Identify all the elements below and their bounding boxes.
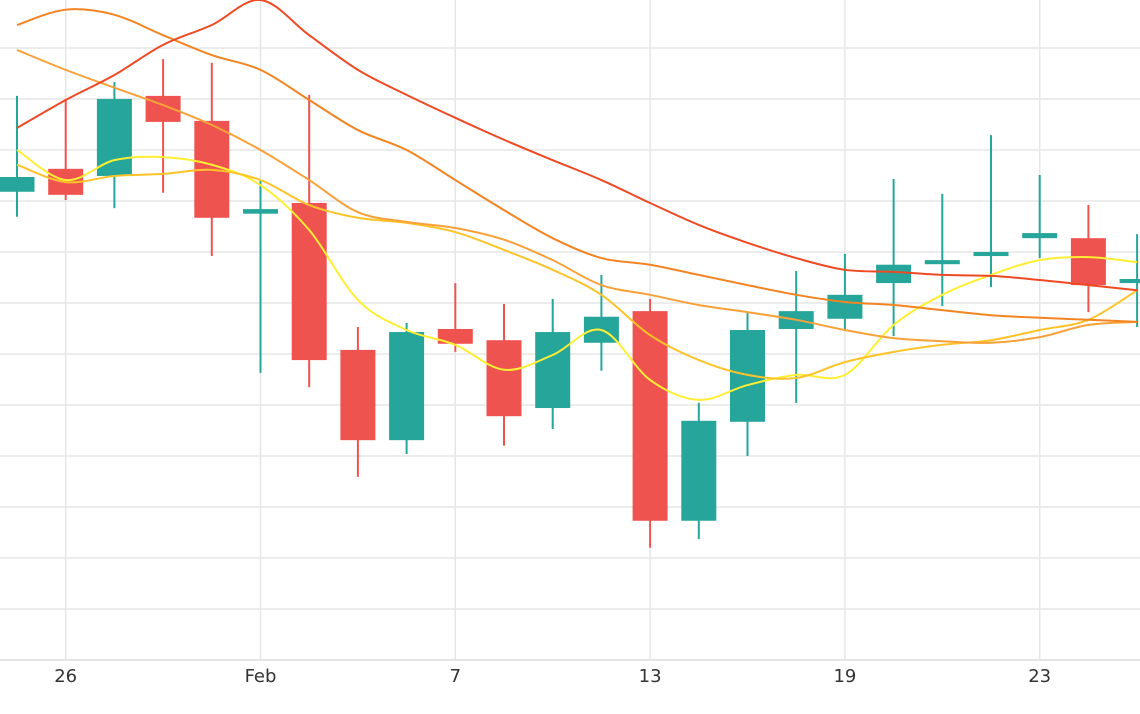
x-tick-label: 7 bbox=[450, 666, 461, 687]
candle-body bbox=[924, 260, 960, 265]
x-tick-label: 19 bbox=[833, 666, 856, 687]
x-tick-label: Feb bbox=[245, 666, 277, 687]
candle-body bbox=[1119, 278, 1140, 284]
x-tick-label: 13 bbox=[639, 666, 662, 687]
candle-body bbox=[389, 332, 425, 441]
candle-body bbox=[1070, 238, 1106, 286]
candle-body bbox=[291, 202, 327, 361]
ma-line bbox=[16, 8, 1138, 323]
candle-body bbox=[535, 332, 571, 409]
candle-body bbox=[437, 328, 473, 344]
plot-area bbox=[0, 0, 1140, 548]
candle-body bbox=[486, 340, 522, 417]
ma-line bbox=[16, 0, 1138, 292]
ma-line bbox=[16, 149, 1138, 401]
x-tick-label: 23 bbox=[1028, 666, 1051, 687]
candle-body bbox=[243, 209, 278, 214]
candle-body bbox=[96, 98, 132, 176]
ma-line bbox=[16, 49, 1138, 344]
x-tick-label: 26 bbox=[54, 666, 77, 687]
candle-body bbox=[973, 251, 1009, 257]
candle-body bbox=[827, 294, 863, 319]
candle-body bbox=[1022, 233, 1058, 239]
candle-body bbox=[632, 311, 668, 521]
candle-body bbox=[681, 420, 717, 521]
ma-line bbox=[16, 163, 1138, 380]
candle-body bbox=[340, 349, 376, 441]
candle-body bbox=[876, 264, 912, 284]
candle-body bbox=[0, 176, 35, 192]
